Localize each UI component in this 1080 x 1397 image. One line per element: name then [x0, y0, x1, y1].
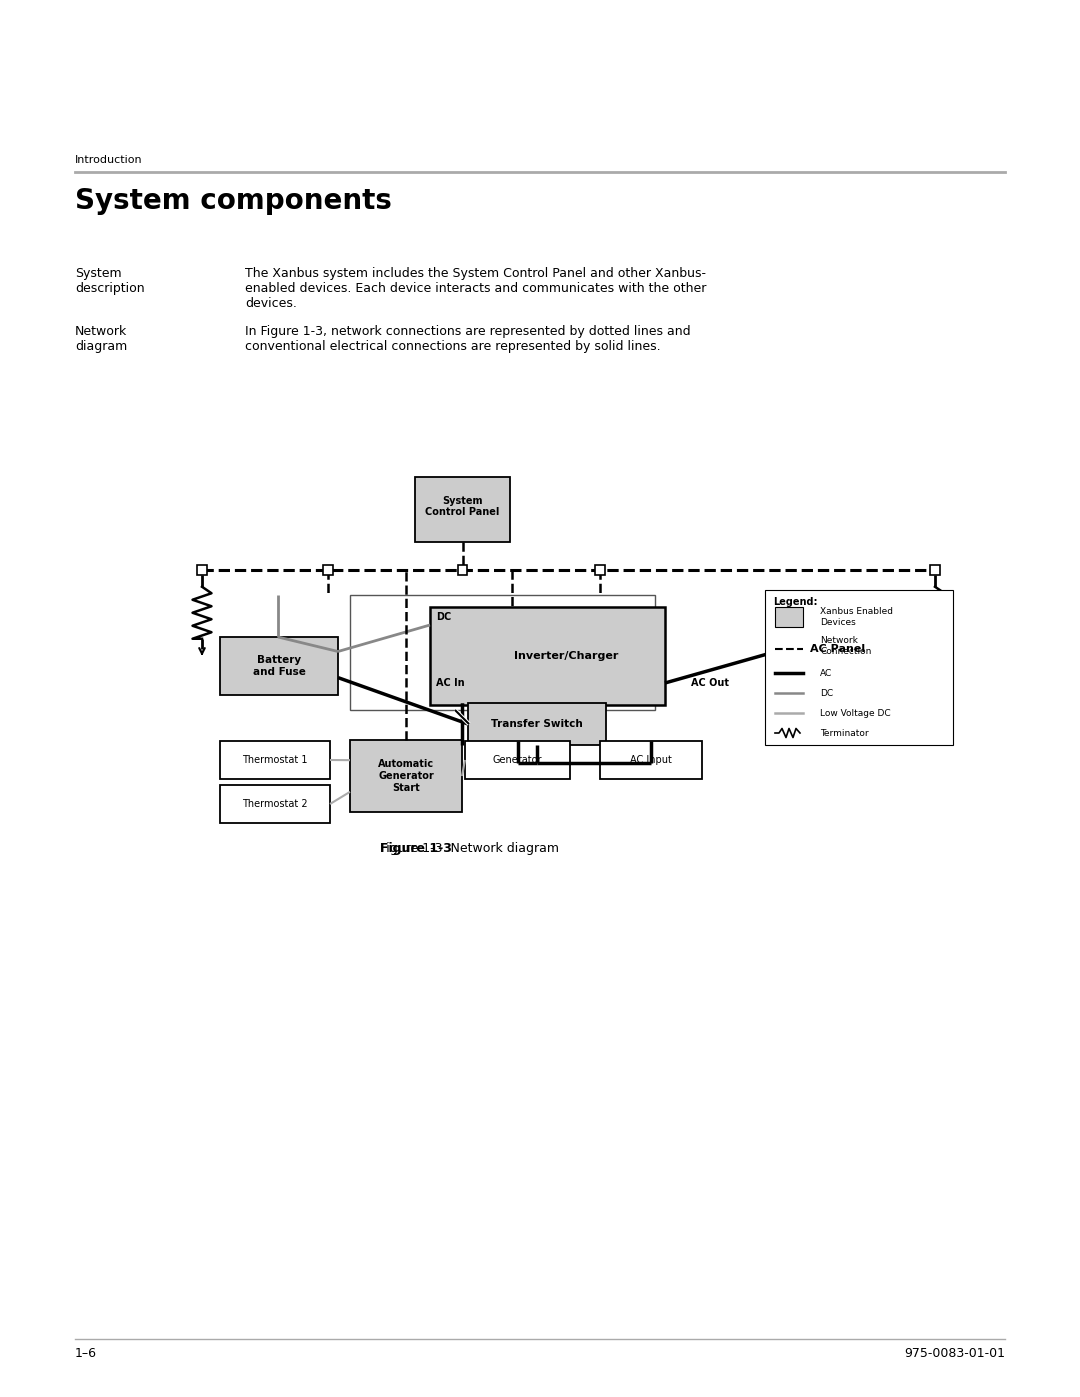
Text: Legend:: Legend: [773, 597, 818, 608]
Text: AC In: AC In [436, 678, 464, 687]
Text: Low Voltage DC: Low Voltage DC [820, 708, 891, 718]
Text: Terminator: Terminator [820, 728, 868, 738]
Bar [220, 740, 330, 780]
Bar [468, 703, 606, 745]
Bar [350, 595, 654, 710]
Bar [765, 590, 953, 745]
Bar [198, 566, 206, 574]
Text: AC: AC [820, 669, 833, 678]
Text: Network
diagram: Network diagram [75, 326, 127, 353]
Text: Thermostat 2: Thermostat 2 [242, 799, 308, 809]
Text: The Xanbus system includes the System Control Panel and other Xanbus-
enabled de: The Xanbus system includes the System Co… [245, 267, 706, 310]
Text: AC Input: AC Input [630, 754, 672, 766]
Bar [600, 740, 702, 780]
Text: 975-0083-01-01: 975-0083-01-01 [904, 1347, 1005, 1361]
Text: System components: System components [75, 187, 392, 215]
Text: 1–6: 1–6 [75, 1347, 97, 1361]
Bar [323, 566, 333, 574]
Bar [458, 566, 468, 574]
Bar [785, 617, 890, 680]
Text: AC Panel: AC Panel [810, 644, 865, 654]
Text: Introduction: Introduction [75, 155, 143, 165]
Bar [415, 476, 510, 542]
Bar [220, 637, 338, 694]
Text: System
description: System description [75, 267, 145, 295]
Bar [930, 566, 940, 574]
Bar [595, 566, 605, 574]
Text: Battery
and Fuse: Battery and Fuse [253, 655, 306, 676]
Text: Xanbus Enabled
Devices: Xanbus Enabled Devices [820, 608, 893, 627]
Text: Thermostat 1: Thermostat 1 [242, 754, 308, 766]
Text: Figure 1-3: Figure 1-3 [380, 842, 451, 855]
Text: Generator: Generator [492, 754, 542, 766]
Text: In Figure 1-3, network connections are represented by dotted lines and
conventio: In Figure 1-3, network connections are r… [245, 326, 690, 353]
Text: Network
Connection: Network Connection [820, 636, 872, 655]
Text: Figure 1-3  Network diagram: Figure 1-3 Network diagram [380, 842, 559, 855]
Text: DC: DC [820, 689, 833, 697]
Text: Automatic
Generator
Start: Automatic Generator Start [378, 760, 434, 792]
Text: Inverter/Charger: Inverter/Charger [514, 651, 619, 661]
Text: DC: DC [436, 612, 451, 622]
Bar [465, 740, 570, 780]
Text: Transfer Switch: Transfer Switch [491, 719, 583, 729]
Text: AC Out: AC Out [691, 678, 729, 687]
Bar [775, 608, 804, 627]
Bar [350, 740, 462, 812]
Text: System
Control Panel: System Control Panel [426, 496, 500, 517]
Bar [430, 608, 665, 705]
Bar [220, 785, 330, 823]
